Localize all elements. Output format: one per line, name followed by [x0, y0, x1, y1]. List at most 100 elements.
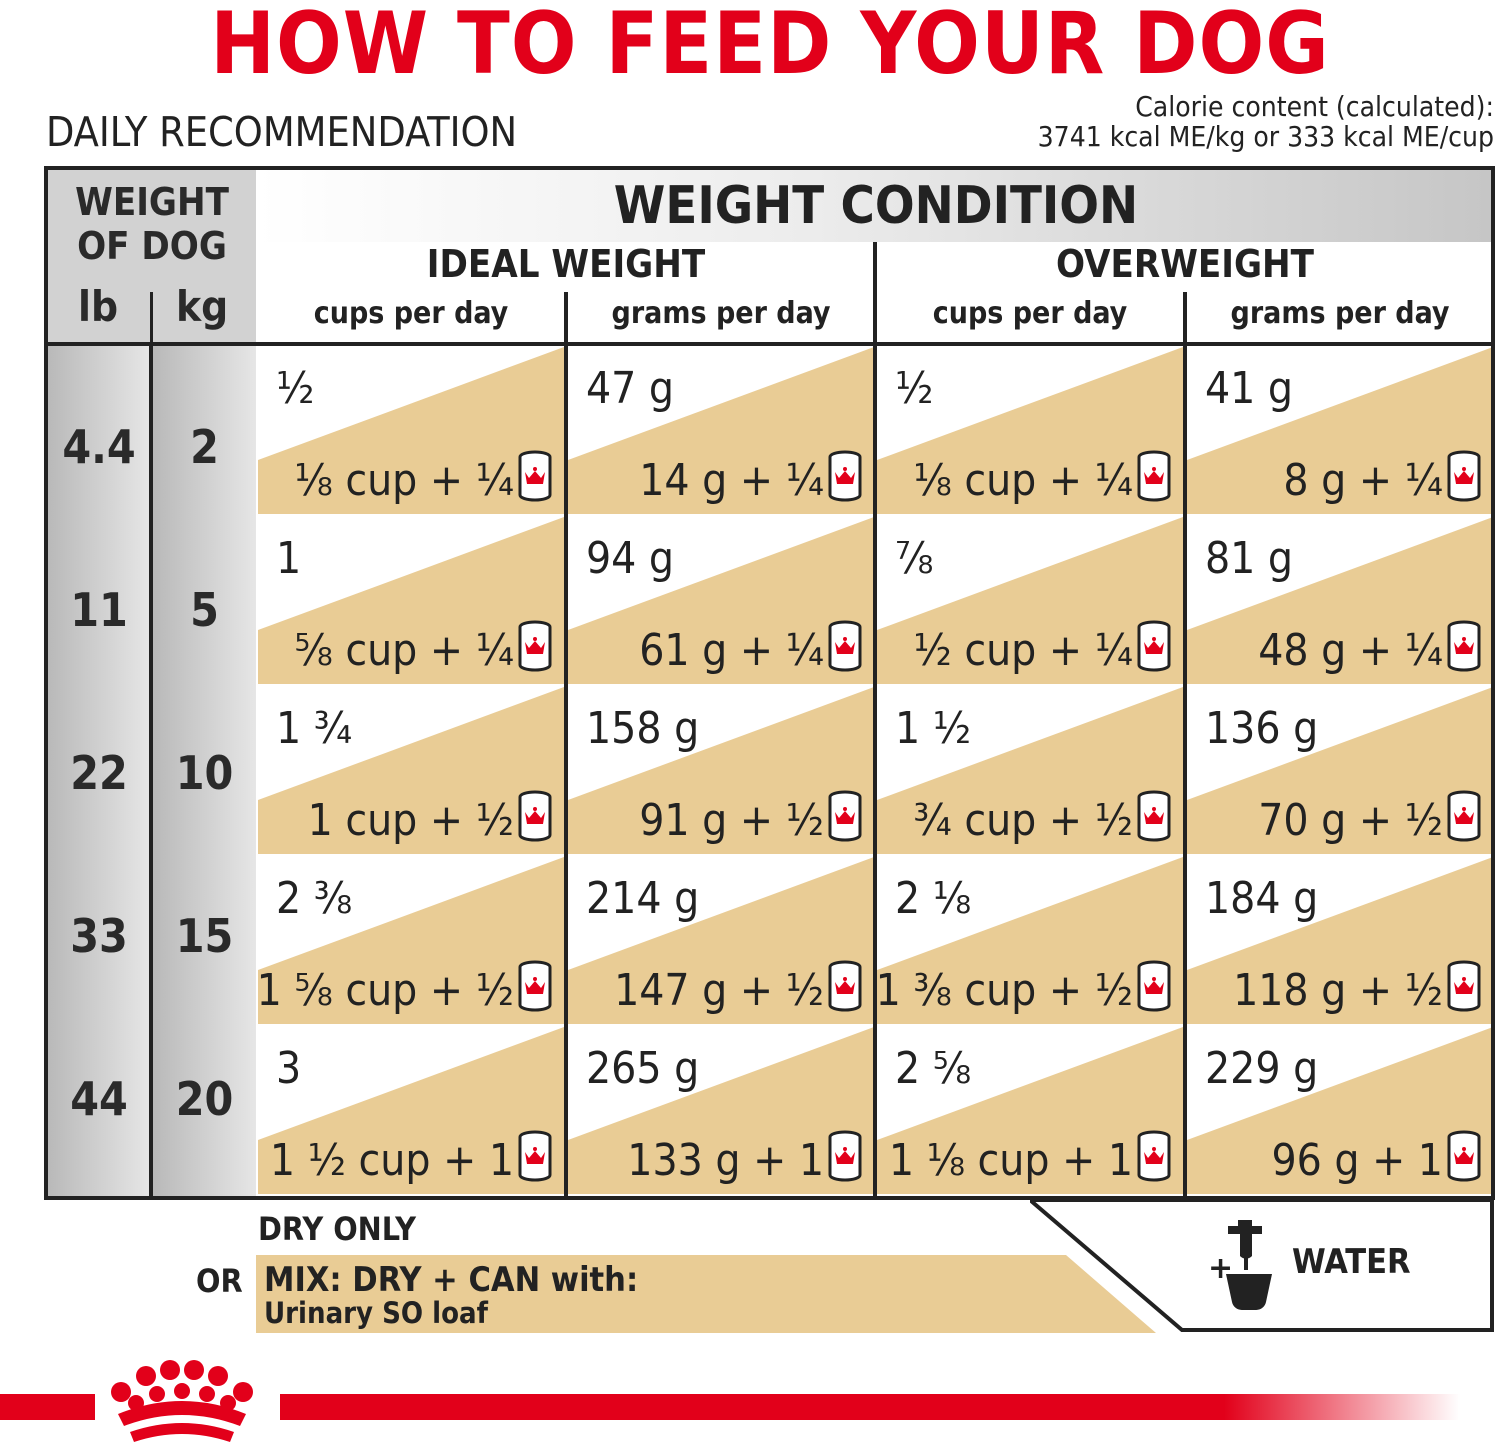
dry-portion-shape [258, 517, 564, 630]
feeding-cell: 1 ⅝ cup + ¼ [258, 517, 564, 684]
or-label: OR [196, 1262, 243, 1300]
dry-portion-shape [568, 517, 874, 630]
dry-portion-shape [1187, 1027, 1493, 1140]
feeding-cell: ⅞ ½ cup + ¼ [877, 517, 1183, 684]
can-icon [1447, 450, 1481, 502]
mix-amount: 91 g + ½ [639, 795, 824, 846]
dry-portion-shape [877, 857, 1183, 970]
dry-portion-shape [568, 857, 874, 970]
weight-condition-band [256, 170, 1491, 242]
can-icon [828, 620, 862, 672]
mix-amount: 1 ⅜ cup + ½ [877, 965, 1133, 1016]
mix-amount: ⅛ cup + ¼ [913, 455, 1133, 506]
mix-amount: 1 ½ cup + 1 [269, 1135, 514, 1186]
mix-amount: ⅛ cup + ¼ [294, 455, 514, 506]
can-icon [1447, 1130, 1481, 1182]
dry-portion-shape [877, 687, 1183, 800]
column-divider [1183, 292, 1187, 1200]
mix-amount: 96 g + 1 [1271, 1135, 1443, 1186]
mix-label: MIX: DRY + CAN with: [264, 1260, 639, 1300]
row-lb: 11 [70, 583, 128, 637]
dry-only-amount: 214 g [586, 873, 700, 924]
dry-portion-shape [258, 857, 564, 970]
overweight-header: OVERWEIGHT [1056, 242, 1314, 286]
dry-portion-shape [258, 347, 564, 460]
dry-only-amount: 2 ⅛ [895, 873, 972, 924]
feeding-cell: 158 g 91 g + ½ [568, 687, 874, 854]
can-icon [1137, 790, 1171, 842]
column-divider [564, 292, 568, 1200]
dry-portion-shape [568, 347, 874, 460]
group-divider [873, 242, 877, 1200]
crown-logo [111, 1360, 253, 1442]
ideal-cups-subheader: cups per day [313, 296, 509, 331]
ideal-grams-subheader: grams per day [611, 296, 831, 331]
dry-portion-shape [1187, 687, 1493, 800]
dry-only-amount: ⅞ [895, 533, 934, 584]
mix-amount: 1 ⅛ cup + 1 [888, 1135, 1133, 1186]
row-kg: 10 [175, 746, 234, 800]
mix-amount: ⅝ cup + ¼ [294, 625, 514, 676]
can-icon [1137, 960, 1171, 1012]
feeding-cell: 2 ⅝ 1 ⅛ cup + 1 [877, 1027, 1183, 1194]
feeding-cell: 81 g 48 g + ¼ [1187, 517, 1493, 684]
dry-portion-shape [568, 1027, 874, 1140]
dry-only-amount: 2 ⅜ [276, 873, 353, 924]
dry-only-amount: 1 ½ [895, 703, 972, 754]
dry-portion-shape [1187, 517, 1493, 630]
can-icon [828, 450, 862, 502]
can-icon [1137, 1130, 1171, 1182]
calorie-line-1: Calorie content (calculated): [1135, 90, 1494, 123]
feeding-table-frame [44, 166, 1495, 1200]
dry-only-amount: 229 g [1205, 1043, 1319, 1094]
dry-portion-shape [877, 1027, 1183, 1140]
can-icon [1137, 450, 1171, 502]
mix-amount: 70 g + ½ [1258, 795, 1443, 846]
dry-only-amount: 81 g [1205, 533, 1294, 584]
dry-portion-shape [877, 347, 1183, 460]
water-legend-box: + [1030, 1198, 1494, 1332]
row-lb: 33 [70, 909, 128, 963]
feeding-cell: 47 g 14 g + ¼ [568, 347, 874, 514]
mix-amount: 8 g + ¼ [1283, 455, 1443, 506]
row-kg: 20 [175, 1072, 234, 1126]
can-icon [1447, 960, 1481, 1012]
dry-portion-shape [568, 687, 874, 800]
water-tap-icon [1226, 1220, 1272, 1311]
lb-column-header: lb [78, 282, 118, 331]
daily-recommendation-label: DAILY RECOMMENDATION [46, 108, 518, 156]
dry-portion-shape [877, 517, 1183, 630]
mix-amount: ½ cup + ¼ [913, 625, 1133, 676]
row-lb: 4.4 [62, 420, 136, 474]
can-icon [828, 1130, 862, 1182]
mix-amount: 118 g + ½ [1233, 965, 1443, 1016]
feeding-cell: 94 g 61 g + ¼ [568, 517, 874, 684]
feeding-cell: 1 ¾ 1 cup + ½ [258, 687, 564, 854]
page-title: HOW TO FEED YOUR DOG [210, 0, 1330, 94]
mix-amount: 147 g + ½ [614, 965, 824, 1016]
can-icon [1137, 620, 1171, 672]
ideal-weight-header: IDEAL WEIGHT [426, 242, 706, 286]
feeding-cell: 136 g 70 g + ½ [1187, 687, 1493, 854]
feeding-cell: ½ ⅛ cup + ¼ [877, 347, 1183, 514]
weight-of-dog-line-1: WEIGHT [75, 180, 229, 224]
mix-legend-swatch [256, 1255, 1156, 1333]
dry-only-amount: 2 ⅝ [895, 1043, 972, 1094]
dry-only-amount: 41 g [1205, 363, 1294, 414]
mix-amount: 48 g + ¼ [1258, 625, 1443, 676]
feeding-cell: 229 g 96 g + 1 [1187, 1027, 1493, 1194]
feeding-cell: 2 ⅛ 1 ⅜ cup + ½ [877, 857, 1183, 1024]
mix-amount: 1 cup + ½ [307, 795, 514, 846]
can-icon [828, 790, 862, 842]
mix-amount: 1 ⅝ cup + ½ [258, 965, 514, 1016]
feeding-cell: 184 g 118 g + ½ [1187, 857, 1493, 1024]
mix-amount: 61 g + ¼ [639, 625, 824, 676]
feeding-cell: 265 g 133 g + 1 [568, 1027, 874, 1194]
can-icon [518, 1130, 552, 1182]
water-label: WATER [1292, 1242, 1411, 1282]
lb-column-bg [48, 346, 150, 1196]
mix-amount: 14 g + ¼ [639, 455, 824, 506]
row-kg: 5 [190, 583, 219, 637]
over-cups-subheader: cups per day [932, 296, 1128, 331]
